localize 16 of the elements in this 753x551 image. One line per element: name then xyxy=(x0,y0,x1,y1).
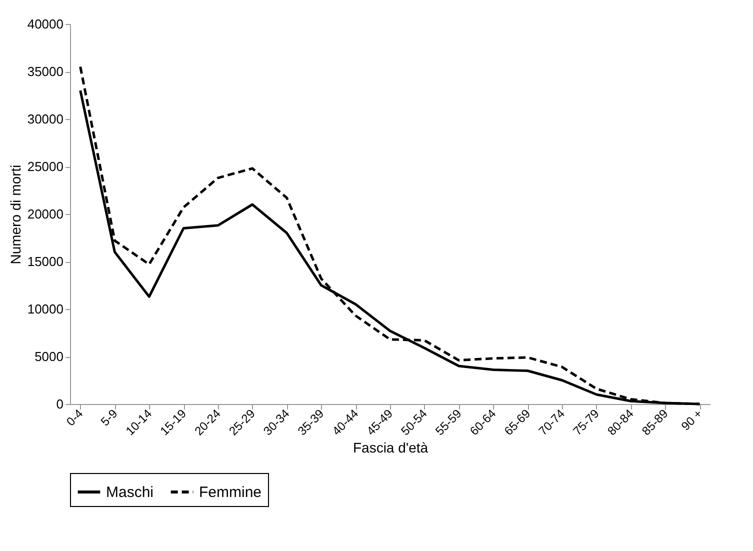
y-tick-label: 35000 xyxy=(27,64,64,79)
y-tick-label: 30000 xyxy=(27,112,64,126)
y-tick-label: 40000 xyxy=(27,16,64,32)
y-tick-label: 10000 xyxy=(27,302,64,316)
y-tick-label: 20000 xyxy=(27,206,64,222)
y-axis-title: Numero di morti xyxy=(7,164,24,264)
legend-label: Maschi xyxy=(106,484,154,501)
y-tick-label: 0 xyxy=(56,396,64,412)
x-tick-label: 5-9 xyxy=(98,406,120,429)
x-axis-title: Fascia d'età xyxy=(352,439,428,456)
y-tick-label: 5000 xyxy=(34,349,64,364)
x-tick-label: 0-4 xyxy=(64,406,86,429)
x-tick-label: 90 + xyxy=(678,406,706,434)
y-tick-label: 15000 xyxy=(27,254,64,269)
y-tick-label: 25000 xyxy=(27,159,64,174)
legend-label: Femmine xyxy=(199,484,262,501)
